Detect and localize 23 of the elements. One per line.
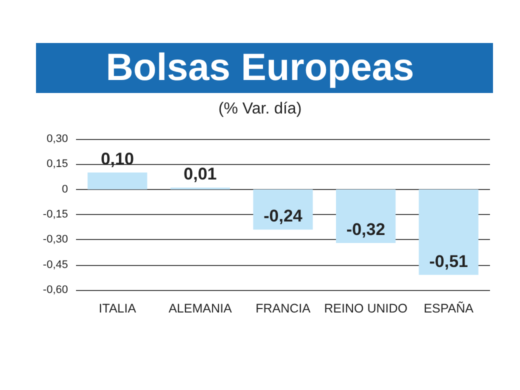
bar: [88, 172, 148, 190]
bar: [336, 189, 396, 244]
data-label: 0,10: [100, 150, 134, 169]
y-tick-label: -0,60: [42, 284, 68, 296]
x-tick-label: REINO UNIDO: [324, 302, 408, 316]
chart-subtitle: (% Var. día): [218, 100, 302, 118]
x-tick-label: FRANCIA: [256, 302, 312, 316]
x-tick-label: ESPAÑA: [424, 302, 474, 316]
y-tick-label: 0,15: [46, 158, 68, 170]
y-tick-label: 0,30: [46, 133, 68, 145]
data-label: -0,51: [429, 252, 468, 271]
x-tick-label: ITALIA: [98, 302, 137, 316]
y-tick-label: -0,15: [42, 208, 68, 220]
y-tick-label: -0,45: [42, 258, 68, 271]
y-tick-label: 0: [62, 183, 68, 196]
data-label: -0,24: [264, 206, 303, 226]
bar: [418, 189, 478, 275]
bar: [253, 189, 313, 230]
data-label: 0,01: [184, 164, 217, 184]
chart-title: Bolsas Europeas: [106, 47, 414, 89]
y-tick-label: -0,30: [42, 234, 68, 246]
x-tick-label: ALEMANIA: [168, 302, 232, 316]
data-label: -0,32: [346, 220, 386, 240]
